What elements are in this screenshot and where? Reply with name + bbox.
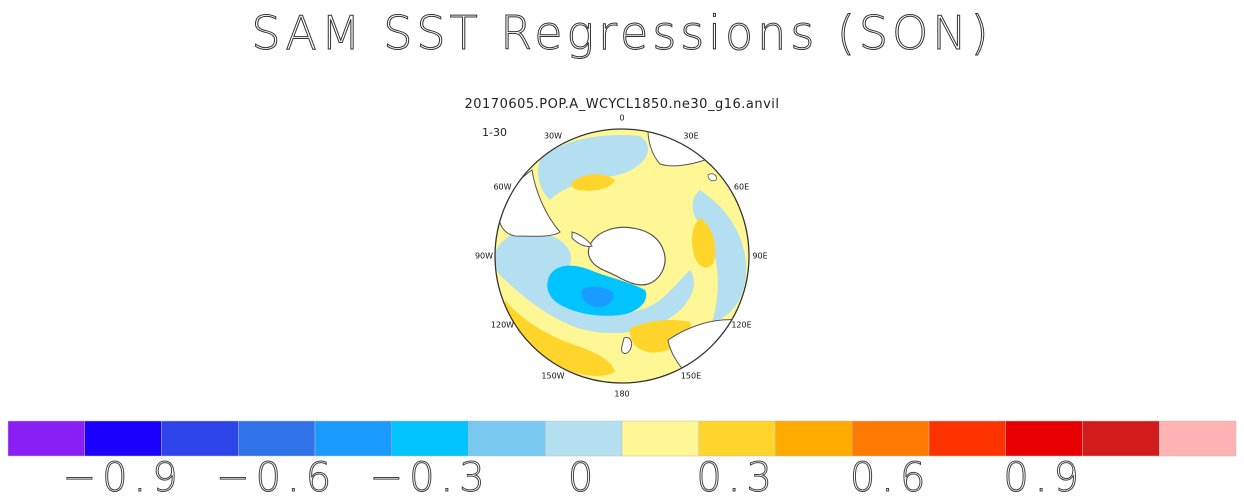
longitude-label: 90E (752, 251, 768, 261)
land-kerguelen (707, 173, 717, 182)
colorbar-box (621, 420, 699, 457)
colorbar-tick-label: 0.9 (1003, 455, 1085, 502)
colorbar-tick-label: 0.6 (849, 455, 932, 502)
colorbar-box (84, 420, 162, 457)
field-region-indian-ocean-positive (692, 218, 716, 268)
field-region-amundsen-negative-band (495, 231, 694, 333)
colorbar-box (1005, 420, 1083, 457)
longitude-label: 120E (731, 320, 752, 330)
longitude-label: 150E (680, 371, 702, 380)
longitude-label: 30W (543, 131, 563, 141)
colorbar-tick-label: −0.9 (62, 455, 184, 502)
colorbar-box (1159, 420, 1237, 457)
longitude-label: 60W (493, 182, 512, 192)
panel-label: 1-30 (482, 126, 507, 139)
chart-subtitle: 20170605.POP.A_WCYCL1850.ne30_g16.anvil (464, 97, 780, 112)
colorbar-box (1082, 420, 1160, 457)
colorbar-tick-label: 0.3 (696, 455, 778, 502)
land-antarctic-peninsula (571, 231, 593, 247)
longitude-label: 30E (683, 131, 699, 141)
colorbar-box (852, 420, 930, 457)
land-new-zealand (621, 337, 633, 354)
longitude-label: 90W (474, 251, 494, 261)
colorbar-box (7, 420, 85, 457)
colorbar-box (698, 420, 776, 457)
chart-title: SAM SST Regressions (SON) (251, 6, 993, 61)
colorbar-box (161, 420, 239, 457)
colorbar-box (468, 420, 546, 457)
polar-map (494, 128, 750, 384)
colorbar-box (775, 420, 853, 457)
longitude-label: 120W (490, 320, 515, 330)
longitude-label: 150W (541, 371, 565, 380)
longitude-label: 0 (619, 113, 625, 123)
colorbar-tick-label: −0.6 (216, 455, 338, 502)
colorbar-tick-label: 0 (567, 455, 600, 502)
field-region-south-atlantic-negative (538, 135, 649, 200)
longitude-label: 60E (733, 182, 750, 192)
colorbar-box (545, 420, 623, 457)
land-antarctica (587, 226, 666, 286)
field-region-south-pacific-positive-arc (505, 300, 615, 376)
colorbar-box (314, 420, 392, 457)
colorbar-box (928, 420, 1006, 457)
field-region-south-atlantic-positive (571, 174, 615, 191)
colorbar-box (391, 420, 469, 457)
colorbar-tick-label: −0.3 (369, 455, 491, 502)
globe-outline (494, 128, 750, 384)
longitude-label: 180 (614, 389, 630, 399)
colorbar-box (238, 420, 316, 457)
field-region-south-pacific-negative-center (581, 286, 614, 308)
